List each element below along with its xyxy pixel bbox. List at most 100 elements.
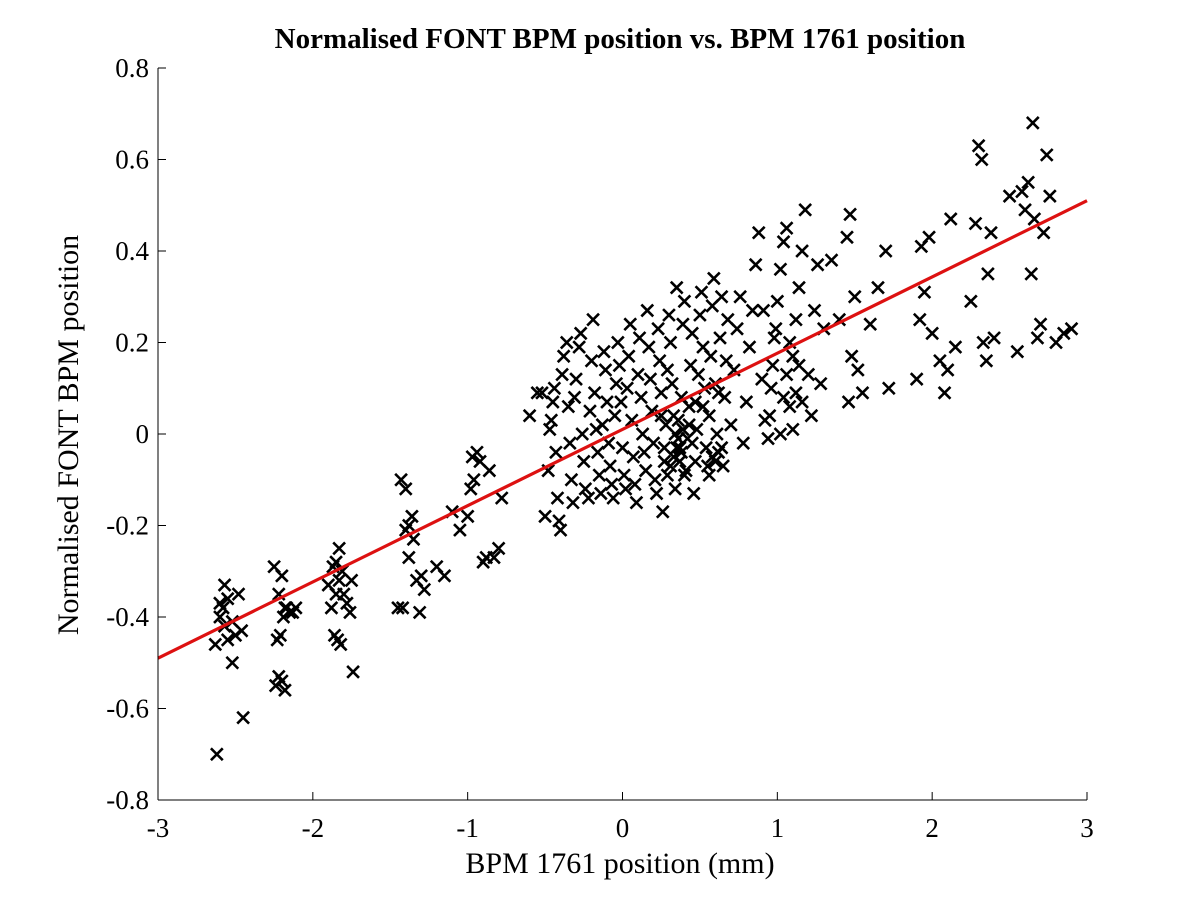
scatter-point bbox=[964, 294, 978, 309]
scatter-point bbox=[538, 509, 552, 524]
scatter-point bbox=[1039, 148, 1054, 162]
y-tick-label: -0.6 bbox=[106, 694, 149, 724]
scatter-point bbox=[1010, 344, 1025, 359]
scatter-point bbox=[394, 472, 408, 487]
scatter-point bbox=[648, 472, 662, 487]
scatter-point bbox=[807, 303, 822, 318]
scatter-point bbox=[414, 568, 429, 583]
scatter-point bbox=[984, 225, 998, 240]
scatter-point bbox=[598, 363, 613, 377]
scatter-point bbox=[789, 312, 803, 327]
x-tick-label: -3 bbox=[147, 813, 170, 843]
scatter-point bbox=[586, 312, 600, 327]
scatter-point bbox=[668, 482, 682, 496]
x-tick-label: 2 bbox=[925, 813, 939, 843]
scatter-point bbox=[600, 395, 614, 409]
scatter-point bbox=[795, 244, 809, 258]
scatter-point bbox=[707, 271, 721, 286]
scatter-point bbox=[702, 408, 717, 423]
scatter-point bbox=[745, 303, 760, 318]
scatter-point bbox=[708, 454, 723, 469]
scatter-point bbox=[1025, 116, 1040, 130]
scatter-point bbox=[556, 349, 571, 364]
y-tick-label: 0.4 bbox=[115, 236, 149, 266]
scatter-point bbox=[643, 372, 658, 386]
scatter-point bbox=[535, 385, 549, 400]
scatter-point bbox=[841, 395, 856, 409]
scatter-point bbox=[549, 445, 563, 460]
scatter-point bbox=[971, 138, 986, 153]
scatter-point bbox=[620, 381, 634, 396]
scatter-point bbox=[220, 633, 235, 647]
scatter-point bbox=[275, 568, 289, 583]
scatter-point bbox=[844, 349, 859, 364]
y-tick-label: -0.4 bbox=[106, 602, 149, 632]
scatter-point bbox=[657, 440, 672, 455]
scatter-point bbox=[550, 491, 565, 505]
scatter-point bbox=[751, 225, 766, 240]
scatter-point bbox=[1015, 184, 1029, 199]
scatter-point bbox=[401, 550, 416, 565]
scatter-point bbox=[651, 321, 665, 336]
fit-line bbox=[157, 199, 1088, 660]
scatter-point bbox=[278, 683, 292, 698]
scatter-point bbox=[981, 267, 995, 281]
scatter-point bbox=[629, 495, 644, 510]
scatter-point bbox=[1033, 317, 1048, 332]
scatter-point bbox=[1030, 331, 1045, 345]
scatter-point bbox=[677, 294, 692, 309]
scatter-point bbox=[782, 399, 797, 414]
scatter-point bbox=[714, 289, 729, 304]
scatter-point bbox=[798, 202, 813, 217]
y-tick-label: 0.6 bbox=[115, 145, 149, 175]
scatter-point bbox=[333, 637, 348, 652]
scatter-point bbox=[275, 674, 289, 688]
scatter-point bbox=[773, 262, 788, 277]
scatter-point bbox=[584, 353, 599, 368]
scatter-point bbox=[209, 747, 224, 762]
scatter-point bbox=[208, 637, 223, 652]
scatter-point bbox=[742, 340, 757, 354]
scatter-point bbox=[824, 253, 839, 267]
scatter-point bbox=[922, 230, 936, 245]
fit-line-group bbox=[157, 199, 1088, 660]
scatter-point bbox=[1056, 326, 1071, 341]
x-tick-label: 3 bbox=[1080, 813, 1094, 843]
scatter-point bbox=[522, 408, 537, 423]
scatter-point bbox=[631, 367, 645, 382]
x-axis-label: BPM 1761 position (mm) bbox=[465, 847, 774, 880]
scatter-point bbox=[714, 440, 729, 455]
scatter-point bbox=[561, 399, 576, 414]
scatter-point bbox=[324, 601, 339, 615]
y-tick-label: 0.2 bbox=[115, 328, 149, 358]
scatter-point bbox=[847, 289, 862, 304]
scatter-point bbox=[545, 395, 560, 409]
scatter-point bbox=[765, 358, 780, 373]
scatter-point bbox=[694, 285, 709, 300]
x-tick-label: -1 bbox=[456, 813, 479, 843]
scatter-point bbox=[597, 344, 611, 359]
scatter-point bbox=[813, 376, 828, 391]
scatter-point bbox=[573, 326, 588, 341]
y-axis-label: Normalised FONT BPM position bbox=[52, 235, 85, 635]
y-tick-label: 0.8 bbox=[115, 53, 149, 83]
scatter-point bbox=[555, 367, 569, 382]
scatter-point bbox=[699, 440, 713, 455]
scatter-point bbox=[332, 541, 346, 556]
scatter-point bbox=[340, 596, 354, 611]
scatter-point bbox=[615, 440, 630, 455]
scatter-point bbox=[563, 436, 577, 450]
scatter-point bbox=[665, 376, 679, 391]
scatter-point bbox=[871, 280, 885, 295]
scatter-point bbox=[611, 335, 625, 350]
scatter-point bbox=[593, 486, 608, 501]
scatter-point bbox=[943, 212, 958, 226]
scatter-point bbox=[623, 317, 638, 332]
scatter-point bbox=[878, 244, 893, 258]
scatter-point bbox=[785, 422, 800, 437]
scatter-point bbox=[640, 303, 655, 318]
scatter-point bbox=[810, 257, 825, 272]
scatter-point bbox=[736, 436, 751, 450]
scatter-point bbox=[948, 340, 963, 354]
scatter-point bbox=[412, 605, 427, 620]
